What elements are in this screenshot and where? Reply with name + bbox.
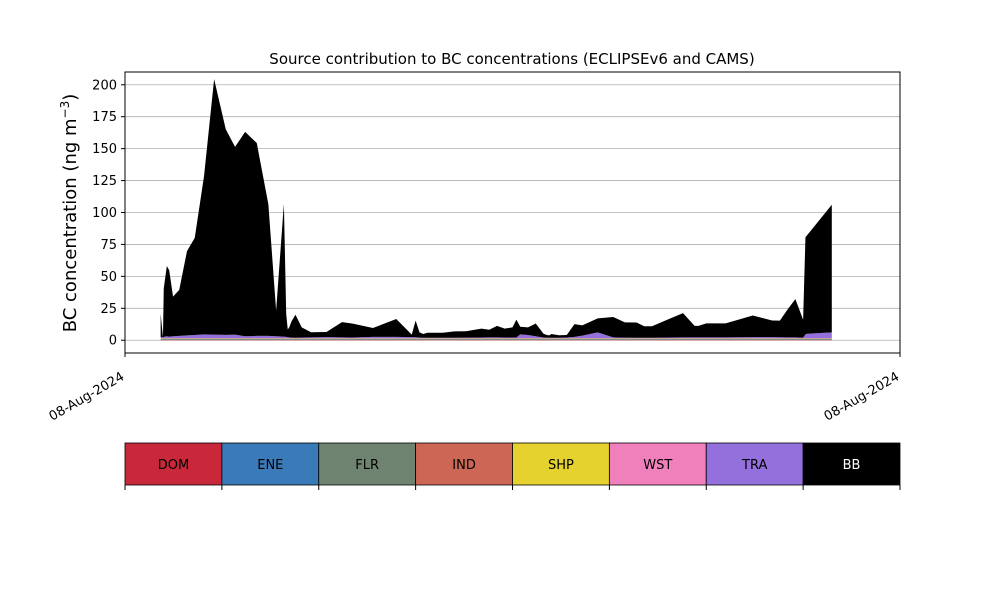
area-series-tra: [160, 332, 832, 339]
area-series-flr: [160, 338, 832, 340]
y-tick-label: 200: [92, 78, 117, 93]
legend-label-shp: SHP: [548, 458, 574, 473]
legend-label-dom: DOM: [158, 458, 189, 473]
x-tick-label: 08-Aug-2024: [822, 369, 902, 424]
legend-swatch-dom: [124, 442, 223, 486]
y-tick-label: 50: [100, 270, 117, 285]
y-axis-label-superscript: −3: [58, 101, 72, 119]
legend-swatch-ene: [221, 442, 320, 486]
legend-swatch-ind: [415, 442, 513, 486]
y-tick-label: 75: [100, 238, 117, 253]
y-tick-label: 175: [92, 110, 117, 125]
y-tick-label: 0: [109, 334, 117, 349]
chart-title: Source contribution to BC concentrations…: [269, 50, 754, 68]
x-tick-label: 08-Aug-2024: [47, 369, 127, 424]
y-axis-label-suffix: ): [60, 94, 81, 101]
x-axis-ticks: 08-Aug-2024 08-Aug-2024: [47, 353, 902, 425]
stacked-areas: [160, 79, 832, 341]
legend-swatch-bb: [802, 442, 901, 486]
legend: DOM ENE FLR IND SHP WST TRA BB: [124, 442, 901, 490]
y-tick-label: 100: [92, 206, 117, 221]
y-tick-label: 150: [92, 142, 117, 157]
y-tick-label: 125: [92, 174, 117, 189]
legend-swatch-tra: [705, 442, 804, 486]
y-axis-ticks: 0 25 50 75 100 125 150 175 200: [92, 78, 125, 349]
legend-label-wst: WST: [643, 458, 672, 473]
legend-label-tra: TRA: [741, 458, 767, 473]
legend-label-ind: IND: [452, 458, 476, 473]
y-tick-label: 25: [100, 302, 117, 317]
legend-label-ene: ENE: [257, 458, 283, 473]
legend-swatch-shp: [512, 442, 610, 486]
y-axis-label-main: BC concentration (ng m: [60, 118, 81, 332]
legend-swatch-wst: [608, 442, 707, 486]
y-axis-label: BC concentration (ng m−3): [58, 94, 81, 333]
legend-swatch-flr: [318, 442, 417, 486]
area-series-bb: [160, 79, 832, 338]
legend-label-flr: FLR: [355, 458, 379, 473]
legend-label-bb: BB: [843, 458, 861, 473]
